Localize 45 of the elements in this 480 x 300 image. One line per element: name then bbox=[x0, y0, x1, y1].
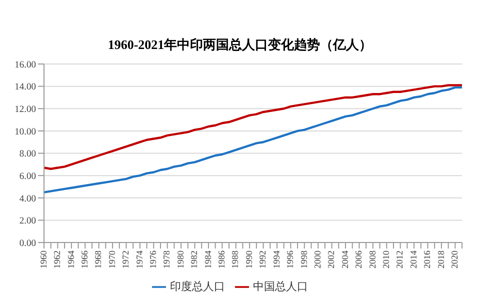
x-tick-label: 2010 bbox=[381, 250, 392, 269]
legend-label: 印度总人口 bbox=[170, 280, 225, 293]
x-tick-label: 1976 bbox=[148, 250, 158, 269]
line-series bbox=[42, 86, 464, 194]
y-tick-label: 4.00 bbox=[19, 194, 36, 204]
x-tick-label: 1966 bbox=[80, 250, 90, 269]
x-tick-label: 1970 bbox=[106, 250, 117, 269]
x-tick-label: 1974 bbox=[134, 250, 144, 269]
x-tick-label: 1982 bbox=[189, 250, 200, 269]
x-tick-label: 1998 bbox=[298, 250, 309, 269]
x-tick-label: 1978 bbox=[162, 250, 172, 269]
legend-label: 中国总人口 bbox=[253, 280, 308, 293]
y-tick-label: 10.00 bbox=[14, 127, 36, 138]
x-tick-label: 1996 bbox=[285, 250, 296, 269]
x-tick-label: 2008 bbox=[367, 250, 378, 269]
x-tick-label: 1972 bbox=[120, 250, 131, 269]
y-tick-label: 0.00 bbox=[19, 238, 36, 249]
x-tick-label: 2014 bbox=[408, 250, 418, 269]
x-tick-label: 2002 bbox=[326, 250, 336, 269]
y-tick-label: 14.00 bbox=[14, 82, 36, 93]
x-tick-label: 2018 bbox=[436, 250, 446, 269]
x-tick-label: 1990 bbox=[244, 250, 254, 269]
x-tick-label: 2016 bbox=[422, 250, 432, 269]
line-series bbox=[42, 84, 464, 170]
x-tick-label: 1988 bbox=[230, 250, 240, 269]
x-tick-label: 1980 bbox=[175, 250, 186, 269]
x-tick-label: 1962 bbox=[52, 250, 62, 269]
x-tick-label: 1994 bbox=[271, 250, 282, 269]
chart-title: 1960-2021年中印两国总人口变化趋势（亿人） bbox=[106, 36, 374, 54]
y-tick-label: 2.00 bbox=[19, 216, 36, 227]
x-tick-label: 1986 bbox=[216, 250, 227, 269]
x-tick-label: 1984 bbox=[202, 250, 213, 269]
x-tick-label: 2012 bbox=[394, 250, 405, 269]
y-tick-label: 12.00 bbox=[14, 105, 36, 116]
y-tick-label: 16.00 bbox=[14, 60, 36, 70]
x-tick-label: 2004 bbox=[340, 250, 350, 269]
x-tick-label: 1992 bbox=[258, 250, 268, 269]
x-tick-label: 2020 bbox=[450, 250, 460, 269]
x-tick-label: 1960 bbox=[38, 250, 48, 269]
x-tick-label: 2000 bbox=[312, 250, 322, 269]
y-tick-label: 6.00 bbox=[19, 172, 36, 182]
x-tick-label: 2006 bbox=[354, 250, 364, 269]
x-tick-label: 1964 bbox=[66, 250, 76, 269]
x-tick-label: 1968 bbox=[93, 250, 104, 269]
y-tick-label: 8.00 bbox=[19, 150, 36, 160]
